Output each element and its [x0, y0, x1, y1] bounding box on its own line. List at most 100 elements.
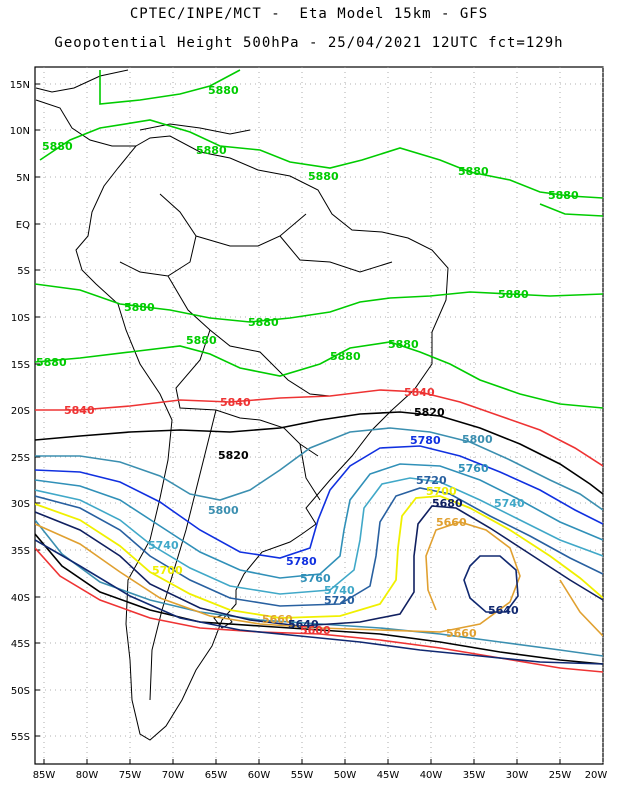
contour-line-5600	[35, 539, 603, 665]
chart-title-line1: CPTEC/INPE/MCT - Eta Model 15km - GFS	[129, 6, 489, 22]
lat-tick-label: 15N	[10, 80, 30, 91]
contour-5720	[35, 487, 603, 607]
contour-5700	[35, 495, 603, 619]
contour-5740	[35, 477, 603, 595]
map-frame	[34, 66, 604, 765]
lat-tick-label: 10N	[10, 126, 30, 137]
chart-title-line2: Geopotential Height 500hPa - 25/04/2021 …	[54, 35, 564, 51]
contour-line-5700	[35, 495, 603, 619]
contour-label-5660: 5660	[446, 627, 477, 640]
central-america-coastline	[35, 69, 136, 147]
lon-tick-label: 25W	[549, 770, 572, 781]
contour-line-5820	[35, 411, 603, 495]
lat-tick-label: 50S	[11, 686, 30, 697]
contour-5880	[35, 69, 603, 409]
contour-label-5720: 5720	[324, 594, 355, 607]
contour-5600	[35, 539, 603, 665]
contour-5680	[35, 505, 603, 627]
contour-line-5880-north	[39, 119, 603, 199]
contour-label-5840: 5840	[404, 386, 435, 399]
contour-label-5680: 5680	[432, 497, 463, 510]
contour-label-5880: 5880	[388, 338, 419, 351]
lon-tick-label: 85W	[33, 770, 56, 781]
lon-tick-label: 70W	[162, 770, 185, 781]
contour-line-5680	[35, 505, 603, 627]
contour-line-5780	[35, 445, 603, 559]
contour-label-5780: 5780	[286, 555, 317, 568]
lat-tick-label: 20S	[11, 406, 30, 417]
lat-tick-label: 5N	[16, 173, 30, 184]
lat-tick-label: 5S	[17, 266, 30, 277]
lon-tick-label: 40W	[420, 770, 443, 781]
contour-line-5880-south	[35, 341, 603, 409]
lat-tick-label: 10S	[11, 313, 30, 324]
contour-label-5880: 5880	[42, 140, 73, 153]
contour-label-5880: 5880	[330, 350, 361, 363]
contour-label-5880: 5880	[196, 144, 227, 157]
lon-tick-label: 80W	[76, 770, 99, 781]
contour-5780	[35, 445, 603, 559]
contour-line-5740	[35, 477, 603, 595]
contour-line-5660	[35, 521, 603, 637]
contour-label-5760: 5760	[300, 572, 331, 585]
contour-label-5880: 5880	[458, 165, 489, 178]
contour-label-5800: 5800	[462, 433, 493, 446]
contour-label-5880: 5880	[498, 288, 529, 301]
contour-5820	[35, 411, 603, 665]
caribbean-coastline	[139, 123, 251, 135]
latitude-labels: 15N 10N 5N EQ 5S 10S 15S 20S 25S 30S 35S…	[10, 80, 30, 743]
contour-label-5660: 5660	[436, 516, 467, 529]
lon-tick-label: 75W	[119, 770, 142, 781]
lon-tick-label: 60W	[248, 770, 271, 781]
contour-labels: 5880 5880 5880 5880 5880 5880 5880 5880 …	[36, 84, 579, 640]
contour-label-5820: 5820	[414, 406, 445, 419]
lon-tick-label: 35W	[463, 770, 486, 781]
contour-line-5820-south	[35, 533, 603, 665]
contour-label-5880: 5880	[248, 316, 279, 329]
lat-tick-label: 40S	[11, 593, 30, 604]
contour-label-5700: 5700	[426, 485, 457, 498]
contour-5640	[463, 555, 519, 613]
contour-label-5780: 5780	[410, 434, 441, 447]
lat-tick-label: 45S	[11, 639, 30, 650]
contour-5660	[35, 521, 603, 637]
contour-line-5880-east	[539, 203, 603, 217]
contour-line-5640	[463, 555, 519, 613]
country-borders	[119, 193, 393, 701]
contour-line-5800	[35, 427, 603, 511]
contour-line-5760	[35, 463, 603, 579]
longitude-labels: 85W 80W 75W 70W 65W 60W 55W 50W 45W 40W …	[33, 770, 608, 781]
lon-tick-label: 20W	[585, 770, 608, 781]
contour-label-5660: 5660	[262, 613, 293, 626]
contour-label-5820: 5820	[218, 449, 249, 462]
contour-line-5840	[35, 389, 603, 467]
lat-tick-label: 25S	[11, 453, 30, 464]
contour-line-5720	[35, 487, 603, 607]
contour-label-5880: 5880	[36, 356, 67, 369]
lon-tick-label: 55W	[291, 770, 314, 781]
lat-tick-label: 30S	[11, 499, 30, 510]
contour-label-5640: 5640	[288, 618, 319, 631]
contour-label-5880: 5880	[186, 334, 217, 347]
contour-line-5880-upper	[99, 69, 241, 105]
contour-label-5740: 5740	[324, 584, 355, 597]
contour-5760	[35, 463, 603, 579]
tick-marks	[35, 83, 561, 764]
contour-label-5640: 5640	[488, 604, 519, 617]
contour-label-5700: 5700	[152, 564, 183, 577]
lat-tick-label: 15S	[11, 360, 30, 371]
lat-tick-label: 55S	[11, 732, 30, 743]
contour-line-5880-mid	[35, 283, 603, 323]
contour-label-5800: 5800	[208, 504, 239, 517]
contour-line-5800-south	[35, 519, 603, 657]
lon-tick-label: 45W	[377, 770, 400, 781]
lon-tick-label: 65W	[205, 770, 228, 781]
contour-label-5880: 5880	[208, 84, 239, 97]
contour-label-5600: 5600	[300, 624, 331, 637]
contour-label-5880: 5880	[124, 301, 155, 314]
contour-label-5840: 5840	[64, 404, 95, 417]
contour-label-5720: 5720	[416, 474, 447, 487]
lat-tick-label: 35S	[11, 546, 30, 557]
lat-tick-label: EQ	[16, 220, 30, 231]
